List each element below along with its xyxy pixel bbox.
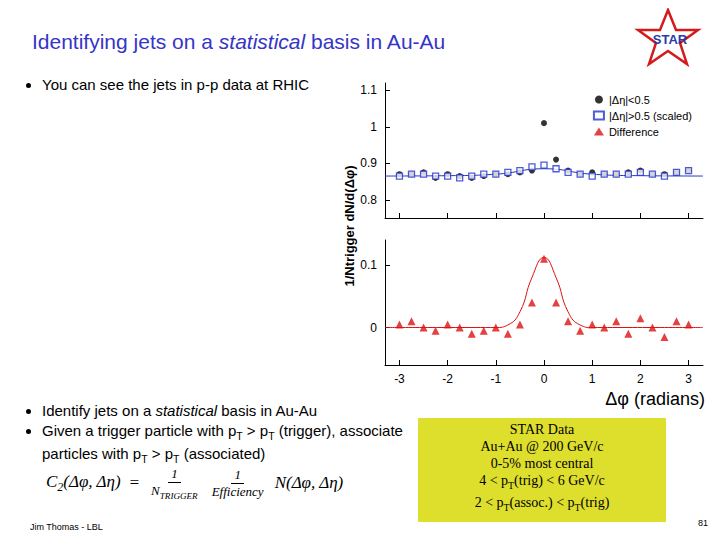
svg-text:-3: -3 [394, 372, 405, 386]
svg-text:3: 3 [685, 372, 692, 386]
html-text:You can see the jets in p-p da: You can see the jets in p-p data at RHIC [42, 76, 310, 93]
svg-text:0: 0 [541, 372, 548, 386]
svg-text:-2: -2 [442, 372, 453, 386]
svg-text:1.1: 1.1 [360, 83, 377, 97]
svg-text:Difference: Difference [609, 126, 659, 138]
html-text:1: 1 [171, 466, 178, 481]
svg-text:-1: -1 [490, 372, 501, 386]
svg-text:STAR: STAR [653, 32, 688, 47]
html-text:Jim Thomas - LBL: Jim Thomas - LBL [30, 522, 103, 532]
html-text:Given a trigger particle with: Given a trigger particle with pT> pT(tri… [42, 422, 403, 465]
html-text:2 < pT(assoc.) < pT(trig): 2 < pT(assoc.) < pT(trig) [474, 494, 610, 513]
svg-text:|Δη|>0.5 (scaled): |Δη|>0.5 (scaled) [609, 110, 692, 122]
svg-text:0.9: 0.9 [360, 156, 377, 170]
svg-text:2: 2 [637, 372, 644, 386]
html-text:NTRIGGER: NTRIGGER [151, 483, 198, 501]
svg-text:0.1: 0.1 [360, 258, 377, 272]
html-text:Efficiency: Efficiency [211, 483, 264, 499]
html-text:Identifying jets on a statisti: Identifying jets on a statistical basis … [32, 30, 446, 53]
svg-text:1: 1 [370, 120, 377, 134]
html-text:Identify jets on a statistical: Identify jets on a statistical basis in … [42, 402, 318, 419]
html-text:N(Δφ, Δη): N(Δφ, Δη) [274, 473, 344, 493]
svg-text:0.8: 0.8 [360, 193, 377, 207]
html-text:81: 81 [698, 518, 708, 528]
svg-text:1: 1 [589, 372, 596, 386]
html-text:0-5% most central: 0-5% most central [490, 456, 594, 471]
svg-text:Δφ (radians): Δφ (radians) [605, 389, 705, 409]
html-text:Au+Au @ 200 GeV/c: Au+Au @ 200 GeV/c [480, 439, 604, 454]
svg-text:0: 0 [370, 321, 377, 335]
html-text:4 < pT(trig) < 6 GeV/c: 4 < pT(trig) < 6 GeV/c [479, 473, 605, 491]
svg-text:1/Ntrigger dN/d(Δφ): 1/Ntrigger dN/d(Δφ) [342, 165, 357, 286]
html-text:STAR Data: STAR Data [509, 422, 575, 437]
svg-text:|Δη|<0.5: |Δη|<0.5 [609, 94, 650, 106]
html-text:1: 1 [234, 466, 241, 482]
html-text:C2(Δφ, Δη): C2(Δφ, Δη) [46, 471, 121, 494]
